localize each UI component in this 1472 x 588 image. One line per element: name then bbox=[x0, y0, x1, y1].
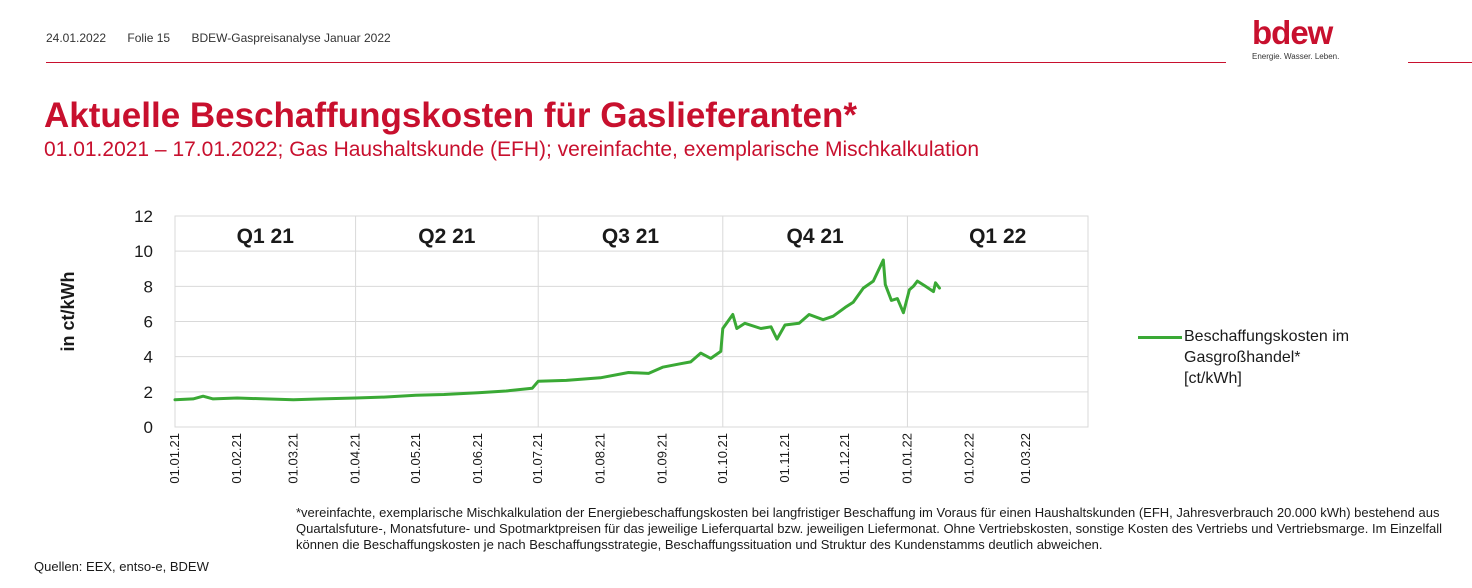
header-date: 24.01.2022 bbox=[46, 31, 107, 45]
x-tick-label: 01.10.21 bbox=[715, 433, 730, 484]
x-tick-label: 01.07.21 bbox=[530, 433, 545, 484]
x-tick-label: 01.02.21 bbox=[229, 433, 244, 484]
legend-label-line-1: Beschaffungskosten im bbox=[1184, 328, 1350, 345]
quarter-label: Q1 21 bbox=[237, 225, 295, 248]
y-tick-label: 10 bbox=[134, 242, 153, 261]
series-line bbox=[173, 258, 941, 402]
x-tick-label: 01.08.21 bbox=[592, 433, 607, 484]
x-tick-label: 01.03.21 bbox=[285, 433, 300, 484]
page-title: Aktuelle Beschaffungskosten für Gasliefe… bbox=[44, 96, 857, 135]
sources: Quellen: EEX, entso-e, BDEW bbox=[34, 559, 209, 574]
x-tick-label: 01.11.21 bbox=[777, 433, 792, 483]
y-tick-label: 8 bbox=[144, 277, 153, 296]
header-rule-right bbox=[1408, 62, 1472, 63]
x-tick-label: 01.12.21 bbox=[837, 433, 852, 484]
legend-label-line-3: [ct/kWh] bbox=[1184, 370, 1242, 387]
y-tick-label: 4 bbox=[144, 348, 153, 367]
x-tick-label: 01.06.21 bbox=[470, 433, 485, 484]
header-meta: 24.01.2022 Folie 15 BDEW-Gaspreisanalyse… bbox=[46, 31, 409, 45]
bdew-logo: bdew Energie. Wasser. Leben. bbox=[1252, 14, 1384, 62]
logo-word: bdew bbox=[1252, 14, 1333, 51]
x-tick-label: 01.02.22 bbox=[962, 433, 977, 484]
y-axis-title: in ct/kWh bbox=[58, 272, 78, 352]
x-tick-label: 01.04.21 bbox=[348, 433, 363, 484]
y-tick-label: 12 bbox=[134, 207, 153, 226]
x-tick-label: 01.01.22 bbox=[899, 433, 914, 484]
quarter-label: Q4 21 bbox=[786, 225, 844, 248]
x-tick-label: 01.01.21 bbox=[167, 433, 182, 484]
logo-tagline: Energie. Wasser. Leben. bbox=[1252, 52, 1340, 61]
legend-series-swatch bbox=[1138, 336, 1182, 339]
header-doc-title: BDEW-Gaspreisanalyse Januar 2022 bbox=[191, 31, 391, 45]
header-rule-left bbox=[46, 62, 1226, 63]
footnote: *vereinfachte, exemplarische Mischkalkul… bbox=[296, 505, 1443, 552]
quarter-label: Q2 21 bbox=[418, 225, 476, 248]
x-tick-label: 01.09.21 bbox=[655, 433, 670, 484]
page-subtitle: 01.01.2021 – 17.01.2022; Gas Haushaltsku… bbox=[44, 138, 980, 161]
y-tick-label: 6 bbox=[144, 313, 153, 332]
legend-label-line-2: Gasgroßhandel* bbox=[1184, 349, 1301, 366]
legend-series-label: Beschaffungskosten im Gasgroßhandel* [ct… bbox=[1184, 326, 1434, 389]
quarter-label: Q1 22 bbox=[969, 225, 1026, 248]
y-tick-label: 0 bbox=[144, 418, 153, 437]
x-tick-label: 01.05.21 bbox=[408, 433, 423, 484]
x-tick-label: 01.03.22 bbox=[1018, 433, 1033, 484]
quarter-label: Q3 21 bbox=[602, 225, 660, 248]
header-slide: Folie 15 bbox=[127, 31, 171, 45]
y-tick-label: 2 bbox=[144, 383, 153, 402]
procurement-cost-chart: 0 2 4 6 8 10 12 Q1 21 Q2 21 Q3 21 Q4 21 Q1 22 01.01.… bbox=[58, 207, 1089, 484]
